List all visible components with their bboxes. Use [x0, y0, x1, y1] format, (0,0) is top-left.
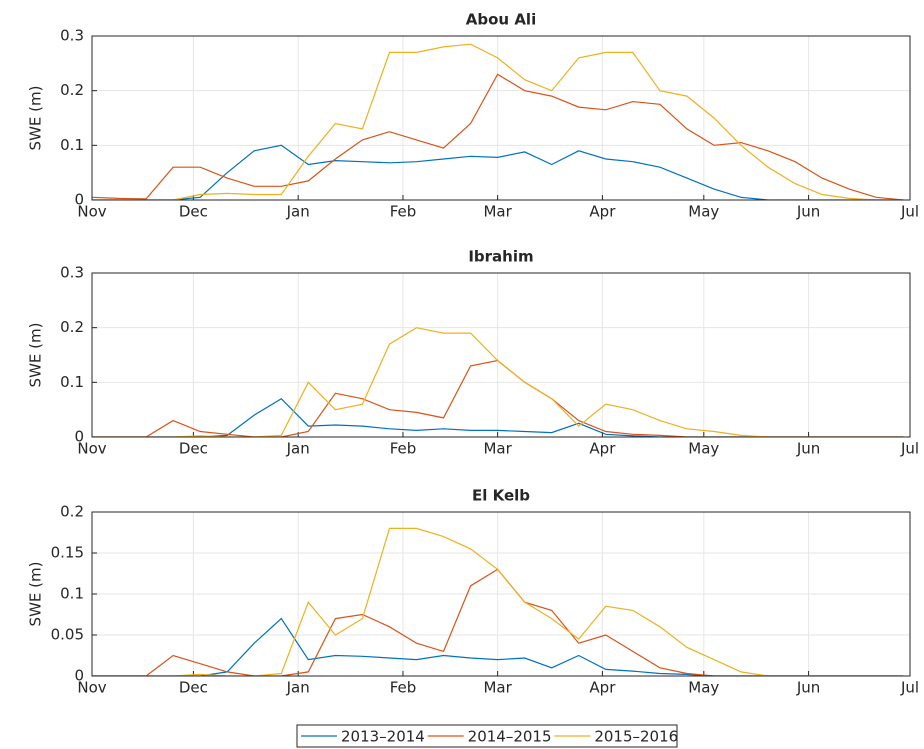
x-tick-label: May	[688, 203, 719, 221]
x-tick-label: Dec	[179, 203, 208, 221]
x-tick-label: Jul	[900, 679, 919, 697]
series-line	[92, 397, 904, 437]
x-tick-label: Mar	[483, 203, 512, 221]
x-tick-label: Jan	[286, 679, 310, 697]
y-tick-label: 0.1	[60, 373, 84, 391]
x-tick-label: Nov	[77, 203, 106, 221]
x-tick-label: Jun	[796, 203, 820, 221]
y-tick-label: 0.3	[60, 27, 84, 45]
x-tick-label: Jul	[900, 440, 919, 458]
x-tick-label: Apr	[589, 440, 616, 458]
legend-label: 2013–2014	[341, 728, 425, 746]
x-tick-label: Mar	[483, 679, 512, 697]
x-tick-label: Feb	[390, 679, 417, 697]
chart-title: Ibrahim	[468, 248, 533, 266]
chart-title: El Kelb	[472, 487, 530, 505]
series-line	[92, 327, 904, 437]
x-tick-label: Apr	[589, 203, 616, 221]
series-line	[92, 144, 904, 200]
axes-box	[91, 35, 911, 201]
y-tick-label: 0	[74, 428, 84, 446]
y-tick-label: 0.2	[60, 318, 84, 336]
x-tick-label: Nov	[77, 679, 106, 697]
y-tick-label: 0.2	[60, 503, 84, 521]
x-tick-label: Jan	[286, 203, 310, 221]
y-tick-label: 0.1	[60, 136, 84, 154]
y-tick-label: 0.15	[51, 544, 84, 562]
legend-box	[296, 724, 678, 748]
y-tick-label: 0.3	[60, 264, 84, 282]
x-tick-label: May	[688, 679, 719, 697]
x-tick-label: Feb	[390, 440, 417, 458]
series-line	[92, 73, 904, 200]
y-tick-label: 0.2	[60, 81, 84, 99]
y-tick-label: 0	[74, 191, 84, 209]
x-tick-label: Dec	[179, 679, 208, 697]
x-tick-label: Jun	[796, 440, 820, 458]
x-tick-label: Feb	[390, 203, 417, 221]
y-tick-label: 0	[74, 667, 84, 685]
x-tick-label: Jan	[286, 440, 310, 458]
x-tick-label: Dec	[179, 440, 208, 458]
y-tick-label: 0.1	[60, 585, 84, 603]
x-tick-label: Jun	[796, 679, 820, 697]
legend: 2013–2014 2014–2015 2015–2016	[296, 724, 678, 748]
x-tick-label: Mar	[483, 440, 512, 458]
y-axis-label: SWE (m)	[27, 323, 45, 388]
x-tick-label: Jul	[900, 203, 919, 221]
plot-area	[92, 273, 910, 437]
y-axis-label: SWE (m)	[27, 86, 45, 151]
y-axis-label: SWE (m)	[27, 562, 45, 627]
y-tick-label: 0.05	[51, 626, 84, 644]
x-tick-label: May	[688, 440, 719, 458]
series-line	[92, 43, 904, 200]
plot-area	[92, 36, 910, 200]
legend-label: 2015–2016	[594, 728, 678, 746]
chart-title: Abou Ali	[466, 11, 536, 29]
legend-label: 2014–2015	[468, 728, 552, 746]
series-line	[92, 527, 904, 676]
axes-box	[91, 272, 911, 438]
x-tick-label: Apr	[589, 679, 616, 697]
x-tick-label: Nov	[77, 440, 106, 458]
axes-box	[91, 511, 911, 677]
